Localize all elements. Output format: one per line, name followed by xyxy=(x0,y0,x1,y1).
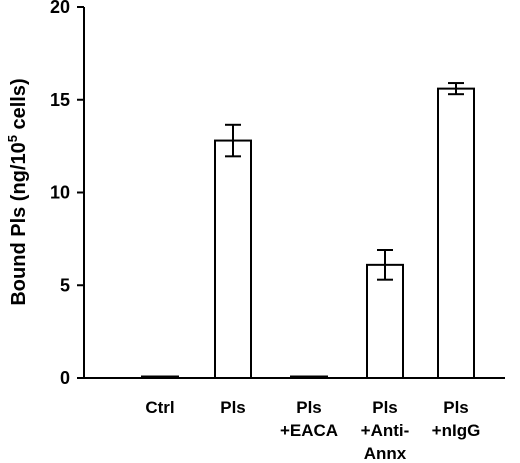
category-labels: Ctrl Pls Pls +EACA Pls +Anti- Annx Pls +nIgG xyxy=(145,398,480,463)
x-category-label: +EACA xyxy=(280,421,338,440)
y-axis-title-prefix: Bound Pls (ng/10 xyxy=(8,142,30,305)
y-axis-title: Bound Pls (ng/105 cells) xyxy=(5,78,30,305)
x-category-label: +nIgG xyxy=(432,421,481,440)
bar xyxy=(437,87,475,380)
x-category-label: Pls xyxy=(372,398,398,417)
y-tick-label: 0 xyxy=(60,368,70,388)
y-tick-label: 5 xyxy=(60,275,70,295)
y-ticks: 0 5 10 15 20 xyxy=(50,0,84,388)
y-tick-label: 10 xyxy=(50,183,70,203)
y-tick-label: 20 xyxy=(50,0,70,17)
y-axis: 0 5 10 15 20 xyxy=(50,0,85,388)
x-category-label: +Anti- xyxy=(361,421,410,440)
bar xyxy=(290,375,328,379)
x-category-label: Pls xyxy=(443,398,469,417)
x-category-label: Pls xyxy=(220,398,246,417)
x-category-label: Ctrl xyxy=(145,398,174,417)
y-axis-title-superscript: 5 xyxy=(5,135,20,142)
y-axis-title-suffix: cells) xyxy=(8,78,30,135)
bar xyxy=(366,263,404,379)
bar xyxy=(214,139,252,379)
bars xyxy=(141,82,475,380)
x-category-label: Annx xyxy=(364,444,407,463)
x-category-label: Pls xyxy=(296,398,322,417)
y-tick-label: 15 xyxy=(50,90,70,110)
bar xyxy=(141,375,179,379)
